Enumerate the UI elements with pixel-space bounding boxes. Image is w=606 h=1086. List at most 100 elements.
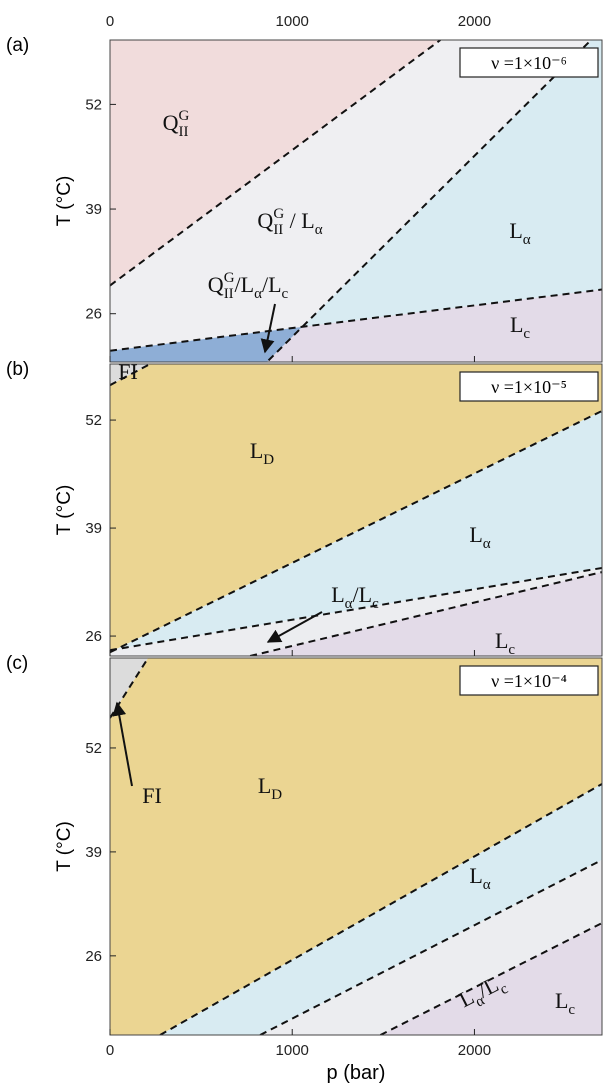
phase-region bbox=[302, 40, 602, 327]
region-label: QIIG bbox=[163, 108, 190, 140]
phase-region bbox=[160, 783, 602, 1035]
y-tick-label: 39 bbox=[85, 844, 102, 861]
label-part: /L bbox=[235, 272, 255, 297]
label-part: II bbox=[179, 124, 189, 140]
phase-region bbox=[266, 289, 602, 362]
plot-area bbox=[110, 40, 602, 362]
label-part: α bbox=[483, 877, 491, 893]
label-part: c bbox=[523, 326, 530, 342]
phase-boundary bbox=[259, 859, 602, 1035]
y-tick-label: 52 bbox=[85, 740, 102, 757]
region-label: Lc bbox=[555, 988, 575, 1018]
label-part: / L bbox=[284, 208, 315, 233]
label-part: α bbox=[523, 232, 531, 248]
panel-label: (a) bbox=[6, 35, 29, 56]
annotation-box bbox=[459, 371, 599, 402]
label-part: L bbox=[555, 988, 568, 1013]
phase-boundary bbox=[267, 40, 592, 362]
plot-area bbox=[110, 364, 602, 656]
phase-boundary bbox=[110, 288, 602, 352]
label-part: II bbox=[224, 286, 234, 302]
arrow bbox=[260, 303, 276, 354]
region-label: FI bbox=[142, 783, 162, 808]
y-tick-label: 39 bbox=[85, 201, 102, 218]
label-part: L bbox=[509, 218, 522, 243]
label-part: G bbox=[224, 270, 235, 286]
panel-label: (c) bbox=[6, 653, 28, 674]
region-label: Lα bbox=[469, 863, 490, 893]
label-part: L bbox=[510, 312, 523, 337]
phase-boundary bbox=[110, 40, 441, 287]
label-part: FI bbox=[118, 359, 138, 384]
label-part: Q bbox=[208, 272, 224, 297]
label-part: D bbox=[263, 452, 274, 468]
label-part: L bbox=[469, 863, 482, 888]
y-axis-label: T (°C) bbox=[54, 485, 75, 536]
label-part: c bbox=[508, 642, 515, 658]
label-part: c bbox=[282, 286, 289, 302]
arrow bbox=[112, 701, 133, 787]
label-part: L bbox=[258, 773, 271, 798]
y-tick-label: 26 bbox=[85, 628, 102, 645]
label-part: II bbox=[273, 222, 283, 238]
label-part: G bbox=[179, 108, 190, 124]
phase-boundary bbox=[159, 783, 602, 1035]
phase-boundary bbox=[110, 410, 602, 654]
label-part: L bbox=[495, 628, 508, 653]
label-part: /L bbox=[353, 582, 373, 607]
region-label: FI bbox=[118, 359, 138, 384]
label-part: FI bbox=[142, 783, 162, 808]
region-label: QIIG/Lα/Lc bbox=[208, 270, 289, 302]
panel-label: (b) bbox=[6, 359, 29, 380]
panel-frame bbox=[109, 363, 603, 657]
phase-region bbox=[110, 567, 602, 656]
x-tick-label: 1000 bbox=[276, 13, 309, 30]
annotation: ν =1×10⁻⁵ bbox=[491, 377, 567, 397]
phase-region bbox=[110, 40, 592, 351]
label-part: /L bbox=[262, 272, 282, 297]
label-part: L bbox=[469, 522, 482, 547]
x-tick-label: 2000 bbox=[458, 13, 491, 30]
annotation: ν =1×10⁻⁶ bbox=[491, 53, 567, 73]
label-part: α bbox=[254, 286, 262, 302]
phase-boundary bbox=[110, 364, 151, 387]
annotation-box bbox=[459, 665, 599, 696]
label-part: c bbox=[372, 596, 379, 612]
annotation-box bbox=[459, 47, 599, 78]
y-axis-label: T (°C) bbox=[54, 821, 75, 872]
phase-region bbox=[110, 364, 151, 386]
arrow bbox=[266, 611, 323, 643]
y-tick-label: 39 bbox=[85, 520, 102, 537]
region-label: QIIG / Lα bbox=[257, 206, 322, 238]
label-part: Q bbox=[257, 208, 273, 233]
region-label: Lα/Lc bbox=[331, 582, 379, 612]
region-label: Lα bbox=[469, 522, 490, 552]
label-part: α bbox=[345, 596, 353, 612]
phase-boundary bbox=[379, 922, 602, 1035]
label-part: L bbox=[331, 582, 344, 607]
y-tick-label: 26 bbox=[85, 948, 102, 965]
phase-region bbox=[110, 364, 602, 653]
region-label: Lc bbox=[495, 628, 515, 658]
panel-frame bbox=[109, 657, 603, 1036]
phase-boundary bbox=[249, 571, 602, 656]
label-part: D bbox=[271, 787, 282, 803]
plot-area bbox=[110, 658, 602, 1035]
y-tick-label: 26 bbox=[85, 306, 102, 323]
x-axis-label: p (bar) bbox=[327, 1062, 386, 1084]
region-label: LD bbox=[258, 773, 282, 803]
x-tick-label: 0 bbox=[106, 13, 114, 30]
panel-frame bbox=[109, 39, 603, 363]
label-part: Q bbox=[163, 110, 179, 135]
phase-region bbox=[110, 658, 602, 1035]
label-part: α bbox=[315, 222, 323, 238]
label-part: α bbox=[483, 536, 491, 552]
region-label: LD bbox=[250, 438, 274, 468]
annotation: ν =1×10⁻⁴ bbox=[491, 671, 567, 691]
label-part: L bbox=[250, 438, 263, 463]
y-tick-label: 52 bbox=[85, 96, 102, 113]
region-label: Lc bbox=[510, 312, 530, 342]
label-part: c bbox=[568, 1002, 575, 1018]
x-tick-label: 1000 bbox=[276, 1042, 309, 1059]
